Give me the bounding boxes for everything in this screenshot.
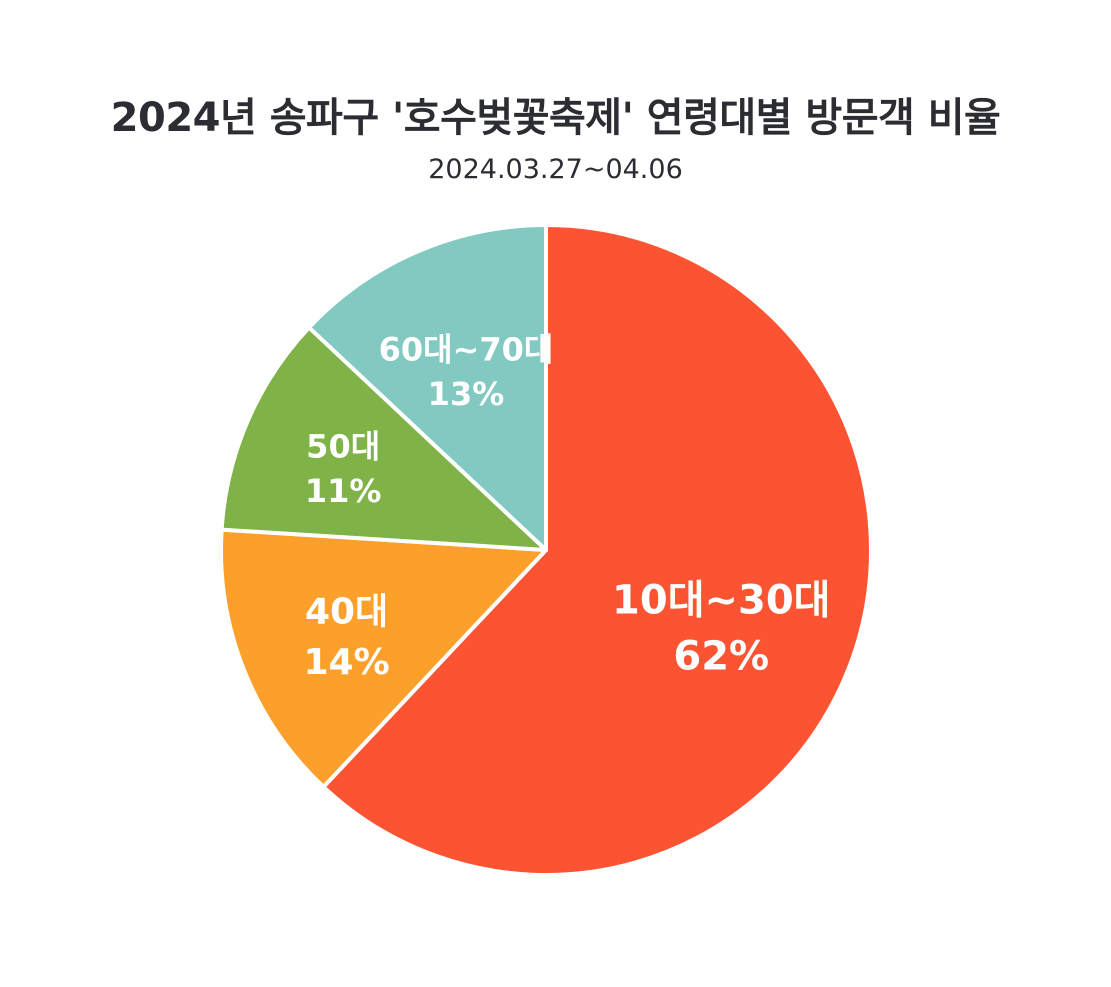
pie-slice-category: 50대 [306, 427, 380, 465]
pie-slice-category: 40대 [305, 592, 388, 633]
pie-slice-3 [219, 325, 548, 552]
pie-slice-value: 11% [305, 472, 382, 510]
pie-slice-1 [321, 223, 873, 877]
pie-slice-value: 62% [673, 633, 769, 679]
chart-title: 2024년 송파구 '호수벚꽃축제' 연령대별 방문객 비율 [110, 95, 1001, 141]
pie-labels: 10대~30대 62%40대 14%50대 11%60대~70대 13% [303, 330, 830, 683]
pie-slice-category: 60대~70대 [379, 330, 554, 368]
pie-slice-label-4: 60대~70대 13% [379, 330, 554, 413]
chart-subtitle: 2024.03.27~04.06 [428, 154, 683, 185]
pie-slice-label-2: 40대 14% [303, 592, 389, 683]
pie-slice-4 [307, 223, 548, 552]
pie-slice-category: 10대~30대 [612, 577, 830, 623]
pie-slice-value: 13% [428, 375, 505, 413]
pie-slice-label-3: 50대 11% [305, 427, 382, 510]
pie-slice-label-1: 10대~30대 62% [612, 577, 830, 679]
pie-slice-2 [219, 527, 548, 789]
pie-slice-value: 14% [303, 642, 389, 683]
pie-slices [219, 223, 873, 877]
